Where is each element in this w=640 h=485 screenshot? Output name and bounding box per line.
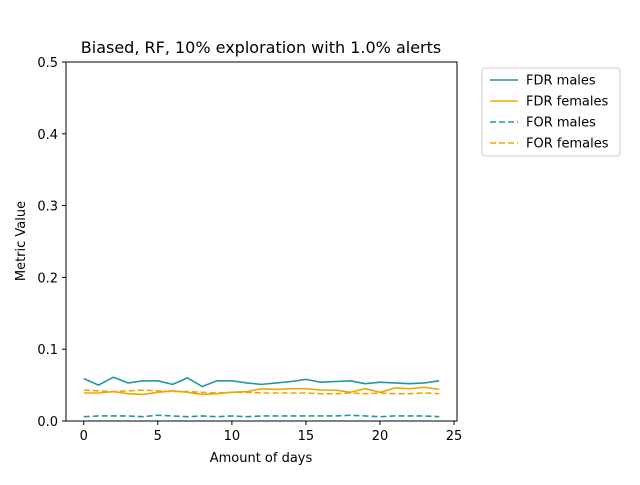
x-tick-label: 5	[154, 429, 162, 444]
legend-label: FOR males	[526, 116, 596, 131]
legend-label: FDR females	[526, 95, 608, 110]
legend-label: FOR females	[526, 137, 609, 152]
y-tick-label: 0.1	[37, 343, 58, 358]
chart-title: Biased, RF, 10% exploration with 1.0% al…	[81, 38, 441, 57]
x-tick-label: 10	[224, 429, 241, 444]
x-tick-label: 25	[446, 429, 463, 444]
x-axis-label: Amount of days	[210, 451, 313, 466]
y-axis: 0.0 0.1 0.2 0.3 0.4 0.5	[37, 56, 66, 430]
plot-area	[83, 376, 440, 418]
y-axis-label: Metric Value	[14, 201, 29, 281]
x-axis: 0 5 10 15 20 25	[80, 421, 463, 444]
x-tick-label: 0	[80, 429, 88, 444]
y-tick-label: 0.4	[37, 128, 58, 143]
y-tick-label: 0.5	[37, 56, 58, 71]
x-tick-label: 20	[372, 429, 389, 444]
axes-frame	[65, 61, 458, 422]
series-line-4	[83, 389, 440, 395]
legend-frame	[481, 67, 621, 157]
series-line-3	[83, 414, 440, 418]
y-tick-label: 0.2	[37, 271, 58, 286]
x-tick-label: 15	[298, 429, 315, 444]
y-tick-label: 0.0	[37, 415, 58, 430]
series-line-1	[83, 376, 440, 388]
y-tick-label: 0.3	[37, 200, 58, 215]
series-line-2	[83, 386, 440, 396]
legend: FDR males FDR females FOR males FOR females	[481, 67, 621, 157]
legend-label: FDR males	[526, 74, 596, 89]
